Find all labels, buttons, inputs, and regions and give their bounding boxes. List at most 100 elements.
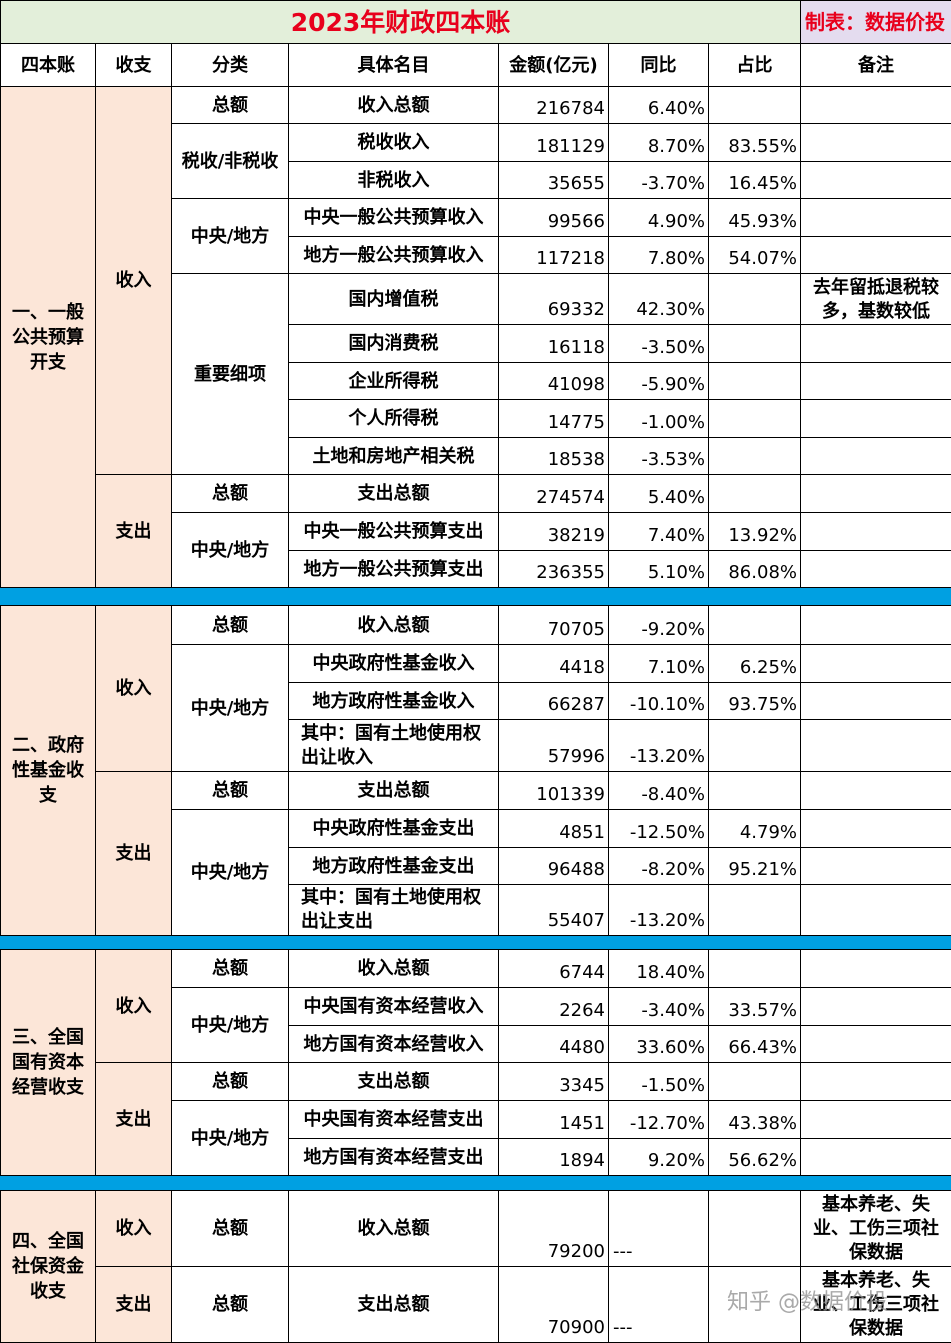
note-cell xyxy=(801,400,951,438)
item-name: 支出总额 xyxy=(289,1063,499,1101)
amount-cell: 18538 xyxy=(499,438,609,475)
share-cell xyxy=(709,400,801,438)
item-name: 支出总额 xyxy=(289,772,499,810)
share-cell: 66.43% xyxy=(709,1026,801,1063)
amount-cell: 274574 xyxy=(499,475,609,513)
yoy-cell: 7.40% xyxy=(609,513,709,551)
yoy-cell: -8.40% xyxy=(609,772,709,810)
note-cell xyxy=(801,199,951,237)
category-cell: 总额 xyxy=(172,1267,289,1343)
share-cell: 16.45% xyxy=(709,162,801,199)
item-name: 中央一般公共预算支出 xyxy=(289,513,499,551)
note-cell xyxy=(801,1026,951,1063)
share-cell xyxy=(709,438,801,475)
item-name: 中央政府性基金支出 xyxy=(289,810,499,848)
expense-label: 支出 xyxy=(96,1267,172,1343)
share-cell xyxy=(709,363,801,400)
yoy-cell: 18.40% xyxy=(609,950,709,988)
category-cell: 重要细项 xyxy=(172,274,289,475)
amount-cell: 181129 xyxy=(499,124,609,162)
category-cell: 总额 xyxy=(172,950,289,988)
note-cell xyxy=(801,683,951,720)
yoy-cell: -3.40% xyxy=(609,988,709,1026)
share-cell xyxy=(709,772,801,810)
note-cell xyxy=(801,720,951,772)
amount-cell: 79200 xyxy=(499,1191,609,1267)
section-label: 三、全国国有资本经营收支 xyxy=(1,950,96,1176)
item-name: 税收收入 xyxy=(289,124,499,162)
amount-cell: 6744 xyxy=(499,950,609,988)
category-cell: 中央/地方 xyxy=(172,645,289,772)
header-cell: 具体名目 xyxy=(289,44,499,87)
header-cell: 收支 xyxy=(96,44,172,87)
table-row: 支出 总额 支出总额 101339 -8.40% xyxy=(1,772,951,810)
income-label: 收入 xyxy=(96,606,172,772)
item-name: 支出总额 xyxy=(289,475,499,513)
share-cell xyxy=(709,1267,801,1343)
item-name: 收入总额 xyxy=(289,606,499,645)
note-cell: 基本养老、失业、工伤三项社保数据 xyxy=(801,1191,951,1267)
note-cell xyxy=(801,438,951,475)
table-row: 四、全国社保资金收支 收入 总额 收入总额 79200 --- 基本养老、失业、… xyxy=(1,1191,951,1267)
share-cell xyxy=(709,1063,801,1101)
yoy-cell: 6.40% xyxy=(609,87,709,124)
note-cell xyxy=(801,124,951,162)
amount-cell: 216784 xyxy=(499,87,609,124)
amount-cell: 117218 xyxy=(499,237,609,274)
item-name: 地方国有资本经营支出 xyxy=(289,1139,499,1176)
yoy-cell: 7.10% xyxy=(609,645,709,683)
item-name: 其中：国有土地使用权出让收入 xyxy=(289,720,499,772)
yoy-cell: 9.20% xyxy=(609,1139,709,1176)
header-cell: 分类 xyxy=(172,44,289,87)
amount-cell: 2264 xyxy=(499,988,609,1026)
item-name: 土地和房地产相关税 xyxy=(289,438,499,475)
yoy-cell: 8.70% xyxy=(609,124,709,162)
header-cell: 同比 xyxy=(609,44,709,87)
share-cell xyxy=(709,325,801,363)
section-label: 一、一般公共预算开支 xyxy=(1,87,96,588)
table-row: 支出 总额 支出总额 3345 -1.50% xyxy=(1,1063,951,1101)
amount-cell: 66287 xyxy=(499,683,609,720)
category-cell: 总额 xyxy=(172,475,289,513)
note-cell xyxy=(801,325,951,363)
share-cell: 6.25% xyxy=(709,645,801,683)
note-cell xyxy=(801,363,951,400)
amount-cell: 4480 xyxy=(499,1026,609,1063)
note-cell xyxy=(801,810,951,848)
amount-cell: 70900 xyxy=(499,1267,609,1343)
note-cell xyxy=(801,1063,951,1101)
note-cell xyxy=(801,475,951,513)
table-row: 支出 总额 支出总额 70900 --- 基本养老、失业、工伤三项社保数据 xyxy=(1,1267,951,1343)
table-maker: 制表：数据价投 xyxy=(801,1,951,44)
note-cell xyxy=(801,606,951,645)
yoy-cell: -9.20% xyxy=(609,606,709,645)
amount-cell: 101339 xyxy=(499,772,609,810)
amount-cell: 57996 xyxy=(499,720,609,772)
share-cell: 13.92% xyxy=(709,513,801,551)
share-cell xyxy=(709,950,801,988)
item-name: 地方一般公共预算收入 xyxy=(289,237,499,274)
yoy-cell: -13.20% xyxy=(609,885,709,936)
section-separator xyxy=(1,588,951,606)
yoy-cell: -12.70% xyxy=(609,1101,709,1139)
note-cell xyxy=(801,551,951,588)
share-cell: 4.79% xyxy=(709,810,801,848)
category-cell: 总额 xyxy=(172,1063,289,1101)
category-cell: 中央/地方 xyxy=(172,810,289,936)
category-cell: 中央/地方 xyxy=(172,988,289,1063)
yoy-cell: 7.80% xyxy=(609,237,709,274)
item-name: 国内增值税 xyxy=(289,274,499,325)
expense-label: 支出 xyxy=(96,772,172,936)
amount-cell: 4418 xyxy=(499,645,609,683)
note-cell xyxy=(801,885,951,936)
category-cell: 总额 xyxy=(172,1191,289,1267)
amount-cell: 38219 xyxy=(499,513,609,551)
category-cell: 总额 xyxy=(172,87,289,124)
category-cell: 税收/非税收 xyxy=(172,124,289,199)
income-label: 收入 xyxy=(96,87,172,475)
item-name: 收入总额 xyxy=(289,87,499,124)
yoy-cell: 4.90% xyxy=(609,199,709,237)
yoy-cell: -3.50% xyxy=(609,325,709,363)
share-cell xyxy=(709,475,801,513)
table-row: 一、一般公共预算开支 收入 总额 收入总额 216784 6.40% xyxy=(1,87,951,124)
